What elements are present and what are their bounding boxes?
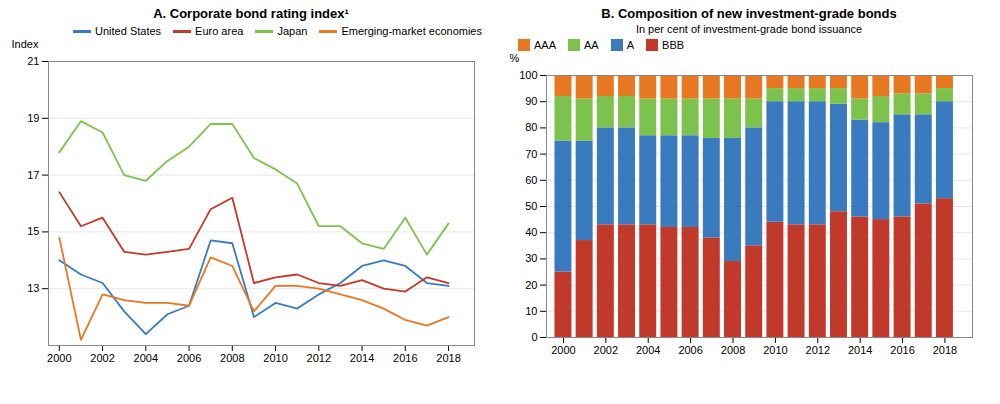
svg-text:2010: 2010 xyxy=(763,344,787,356)
svg-text:50: 50 xyxy=(525,200,537,212)
svg-text:2012: 2012 xyxy=(806,344,830,356)
html-text:AA: AA xyxy=(584,39,599,51)
svg-text:2008: 2008 xyxy=(220,352,244,364)
svg-text:2004: 2004 xyxy=(134,352,158,364)
html-text:A. Corporate bond rating index: A. Corporate bond rating index¹ xyxy=(153,6,349,21)
svg-text:15: 15 xyxy=(27,225,39,237)
svg-text:2000: 2000 xyxy=(551,344,575,356)
html-text:Euro area: Euro area xyxy=(195,25,244,37)
svg-text:70: 70 xyxy=(525,148,537,160)
svg-text:40: 40 xyxy=(525,226,537,238)
svg-text:17: 17 xyxy=(27,169,39,181)
svg-text:60: 60 xyxy=(525,174,537,186)
svg-text:2014: 2014 xyxy=(350,352,374,364)
html-text:Emerging-market economies: Emerging-market economies xyxy=(341,25,482,37)
svg-text:2012: 2012 xyxy=(307,352,331,364)
svg-text:20: 20 xyxy=(525,279,537,291)
svg-text:2016: 2016 xyxy=(393,352,417,364)
svg-text:2016: 2016 xyxy=(890,344,914,356)
html-text:Japan: Japan xyxy=(277,25,308,37)
html-text:In per cent of investment-grad: In per cent of investment-grade bond iss… xyxy=(635,23,863,35)
html-text:BBB: BBB xyxy=(662,39,685,51)
svg-text:2002: 2002 xyxy=(90,352,114,364)
svg-text:2014: 2014 xyxy=(848,344,872,356)
html-text:AAA: AAA xyxy=(534,39,556,51)
html-text:United States: United States xyxy=(95,25,162,37)
svg-text:21: 21 xyxy=(27,55,39,67)
svg-text:80: 80 xyxy=(525,121,537,133)
html-text:B. Composition of new investme: B. Composition of new investment-grade b… xyxy=(601,6,897,21)
svg-text:90: 90 xyxy=(525,95,537,107)
svg-text:0: 0 xyxy=(531,331,537,343)
svg-text:%: % xyxy=(510,52,520,64)
svg-text:30: 30 xyxy=(525,252,537,264)
svg-text:Index: Index xyxy=(12,38,39,50)
svg-text:2002: 2002 xyxy=(594,344,618,356)
svg-text:2018: 2018 xyxy=(436,352,460,364)
svg-text:2010: 2010 xyxy=(263,352,287,364)
svg-text:10: 10 xyxy=(525,305,537,317)
svg-text:2000: 2000 xyxy=(47,352,71,364)
svg-text:2004: 2004 xyxy=(636,344,660,356)
svg-text:2006: 2006 xyxy=(678,344,702,356)
html-text:A: A xyxy=(626,39,634,51)
svg-text:2018: 2018 xyxy=(933,344,957,356)
svg-text:100: 100 xyxy=(519,69,537,81)
svg-text:13: 13 xyxy=(27,282,39,294)
svg-text:2008: 2008 xyxy=(721,344,745,356)
svg-text:19: 19 xyxy=(27,112,39,124)
svg-text:2006: 2006 xyxy=(177,352,201,364)
